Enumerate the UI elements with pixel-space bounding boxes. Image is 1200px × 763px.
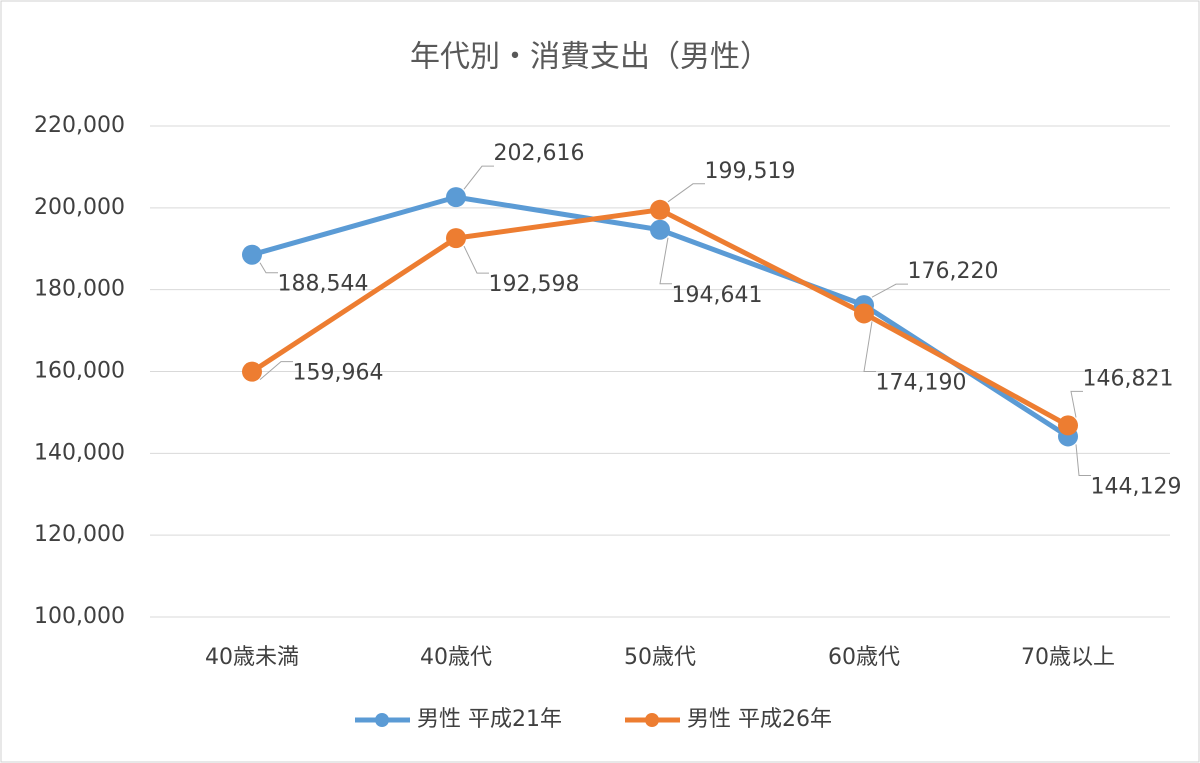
x-tick-label: 60歳代 xyxy=(828,645,900,670)
leader-line xyxy=(863,321,876,372)
data-point xyxy=(446,228,466,249)
data-label: 192,598 xyxy=(489,272,580,297)
y-tick-label: 200,000 xyxy=(34,195,125,220)
leader-line xyxy=(259,361,293,381)
leader-line xyxy=(871,283,908,298)
y-tick-label: 220,000 xyxy=(34,113,125,138)
data-point xyxy=(650,199,670,220)
data-label: 188,544 xyxy=(278,272,369,297)
data-label: 176,220 xyxy=(908,259,999,284)
data-label: 199,519 xyxy=(705,159,796,184)
data-label: 144,129 xyxy=(1091,474,1182,499)
leader-line xyxy=(463,245,489,274)
data-label: 194,641 xyxy=(672,283,763,308)
data-label: 174,190 xyxy=(876,370,967,395)
leader-line xyxy=(463,165,494,190)
y-tick-label: 100,000 xyxy=(34,604,125,629)
data-point xyxy=(242,361,262,382)
leader-line xyxy=(1070,390,1083,418)
y-tick-label: 160,000 xyxy=(34,359,125,384)
x-tick-label: 70歳以上 xyxy=(1021,645,1115,670)
leader-line xyxy=(259,262,278,274)
x-tick-label: 40歳未満 xyxy=(205,645,299,670)
data-label: 159,964 xyxy=(293,361,384,386)
data-point xyxy=(854,303,874,324)
data-label: 202,616 xyxy=(494,141,585,166)
leader-line xyxy=(1075,444,1091,476)
y-tick-label: 140,000 xyxy=(34,440,125,465)
y-tick-label: 120,000 xyxy=(34,522,125,547)
y-tick-label: 180,000 xyxy=(34,277,125,302)
legend-label: 男性 平成21年 xyxy=(417,707,562,732)
legend-label: 男性 平成26年 xyxy=(687,707,832,732)
legend-marker xyxy=(645,713,659,727)
x-tick-label: 40歳代 xyxy=(420,645,492,670)
data-point xyxy=(242,244,262,265)
data-point xyxy=(446,187,466,208)
data-point xyxy=(1058,415,1078,436)
chart-title: 年代別・消費支出（男性） xyxy=(410,40,770,75)
leader-line xyxy=(667,183,705,203)
x-tick-label: 50歳代 xyxy=(624,645,696,670)
data-point xyxy=(650,219,670,240)
legend-marker xyxy=(375,713,389,727)
data-label: 146,821 xyxy=(1083,366,1174,391)
leader-line xyxy=(659,237,672,285)
